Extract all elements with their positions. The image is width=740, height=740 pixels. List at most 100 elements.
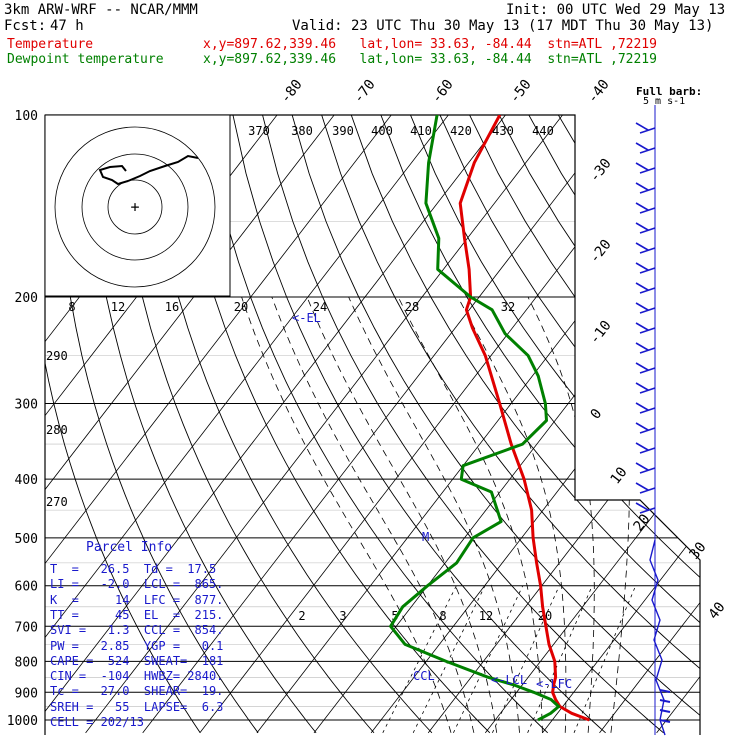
isotherm-line [542,115,700,734]
parcel-info-title: Parcel Info [86,540,173,555]
isotherm-line [142,115,621,734]
dry-adiabat-line [262,115,664,734]
dewpoint-location: x,y=897.62,339.46 lat,lon= 33.63, -84.44… [203,52,657,67]
isotherm-line [599,115,700,734]
parcel-info-row: SREH = 55 LAPSE= 6.3 [50,699,224,714]
hodograph-ring [54,126,216,288]
dry-adiabat-line [736,115,740,733]
parcel-info-row: T = 26.5 Td = 17.5 [50,562,217,576]
forecast-hour: 47 h [50,18,84,34]
isotherm-label: -70 [351,77,379,107]
isotherm-line [45,115,392,734]
isotherm-label: -30 [587,156,615,186]
theta-label: 380 [291,124,313,138]
moist-adiabat-line [271,296,475,733]
inset-wind-label: 32 [501,300,515,314]
temperature-profile [458,115,590,722]
isotherm-line [45,115,506,734]
model-title: 3km ARW-WRF -- NCAR/MMM [4,2,198,18]
hodograph-ring [107,179,163,235]
isotherm-line [313,115,700,734]
parcel-info-row: CELL = 202/13 [50,715,144,729]
dry-adiabat-line [114,115,375,734]
pressure-tick-label: 200 [15,291,38,306]
mixing-ratio-line [492,585,560,733]
temperature-legend: Temperature [7,37,94,52]
wind-barb [635,442,656,454]
dewpoint-legend: Dewpoint temperature [7,52,164,67]
wind-barb [635,482,656,494]
wind-barb [635,262,656,274]
wind-barb [635,502,656,514]
parcel-info-row: TT = 45 EL = 215. [50,607,224,622]
parcel-info-row: LI = -2.0 LCL = 865. [50,577,224,592]
wind-barb [635,182,656,194]
theta-label: 370 [248,124,270,138]
hodograph-trace [98,154,199,186]
pressure-tick-label: 400 [15,473,38,488]
theta-label: 440 [532,124,554,138]
wind-barb [635,382,656,394]
moist-adiabat-line [457,296,567,733]
wind-barb [635,122,656,134]
wind-barb [635,362,656,374]
theta-label: 400 [371,124,393,138]
isotherm-label: -50 [507,77,535,107]
dry-adiabat-line [232,115,606,734]
el-marker: <-EL [292,311,321,325]
temperature-location: x,y=897.62,339.46 lat,lon= 33.63, -84.44… [203,37,657,52]
lcl-marker: <-LCL [491,673,527,687]
forecast-label: Fcst: [4,18,47,34]
hodograph-center: + [130,198,139,216]
parcel-info-row: Tc = 27.0 SHEAR= 19. [50,684,224,699]
wind-barb [635,242,656,254]
dry-adiabat-line [587,115,700,734]
isotherm-label: -80 [278,77,306,107]
lfc-marker: <-LFC [536,677,572,691]
wind-barb [635,462,656,474]
theta-label: 390 [332,124,354,138]
full-barb-label: Full barb: [636,85,702,98]
dry-adiabat-line [54,115,259,734]
dewpoint-profile [389,115,561,722]
dry-adiabat-line [173,115,491,734]
isotherm-line [199,115,678,734]
hodograph-ring [81,153,189,261]
inset-wind-label: 20 [234,300,248,314]
pressure-tick-label: 300 [15,398,38,413]
dry-adiabat-line [706,115,740,733]
inset-wind-label: 28 [405,300,419,314]
theta-label: 410 [410,124,432,138]
wind-barb [635,282,656,294]
dry-adiabat-line [439,115,700,734]
isotherm-line [427,115,700,734]
mixing-ratio-label: 5 [391,609,398,623]
wind-barb [635,322,656,334]
moist-adiabat-line [306,296,498,733]
isotherm-line [714,115,740,733]
wind-barb [635,342,656,354]
inset-wind-label: 8 [68,300,75,314]
isotherm-label: -40 [585,77,613,107]
pressure-tick-label: 600 [15,580,38,595]
dry-adiabat-line [646,115,700,734]
dry-adiabat-line [350,115,700,734]
isotherm-label: -60 [429,77,457,107]
parcel-info-row: CIN = -104 HWBZ= 2840. [50,669,224,684]
ccl-marker: CCL [413,669,435,683]
moist-adiabat-line [348,296,520,733]
theta-label: 420 [450,124,472,138]
wind-barb [635,142,656,154]
inset-wind-label: 16 [165,300,179,314]
full-barb-units: 5 m s-1 [643,96,685,107]
dry-adiabat-line [291,115,700,734]
pressure-tick-label: 1000 [7,714,38,729]
dry-adiabat-line [528,115,700,734]
init-time: Init: 00 UTC Wed 29 May 13 [506,2,726,18]
dry-adiabat-line [202,115,549,734]
mixing-ratio-line [453,585,524,733]
moist-adiabat-line [241,296,452,733]
parcel-info-row: CAPE = 524 SWEAT= 181 [50,653,224,668]
inset-wind-label: 12 [111,300,125,314]
